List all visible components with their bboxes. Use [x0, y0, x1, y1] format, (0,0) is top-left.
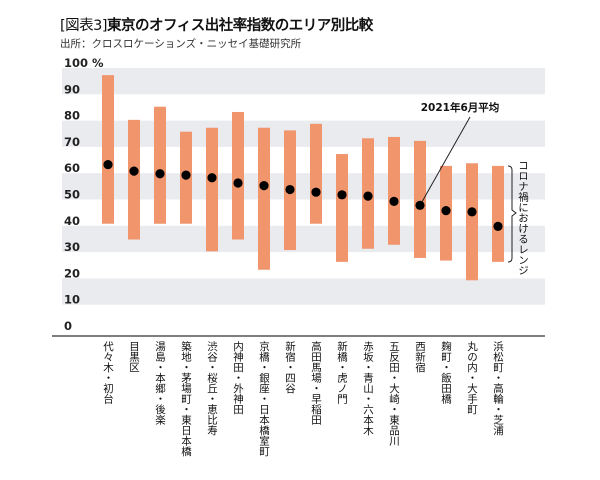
- range-bar: [492, 165, 504, 262]
- chart-title: [図表3]東京のオフィス出社率指数のエリア別比較: [60, 14, 373, 35]
- grid-band: [62, 278, 545, 305]
- category-label: 浜松町・高輪・芝浦: [492, 341, 504, 436]
- range-bar: [414, 140, 426, 258]
- average-point: [155, 169, 165, 179]
- range-bar: [310, 123, 322, 224]
- y-tick-label: 40: [64, 214, 80, 228]
- range-bracket: [507, 165, 517, 263]
- range-bar: [388, 136, 400, 245]
- y-tick-label: 100 %: [64, 56, 104, 70]
- title-text: 東京のオフィス出社率指数のエリア別比較: [107, 18, 373, 34]
- category-label: 五反田・大崎・東品川: [388, 341, 400, 446]
- category-label: 西新宿: [414, 341, 426, 373]
- range-legend-label: コロナ禍におけるレンジ: [517, 160, 529, 276]
- category-label: 京橋・銀座・日本橋室町: [258, 341, 270, 457]
- average-point: [129, 166, 139, 176]
- annotation-leader-line: [419, 116, 471, 206]
- average-point: [181, 170, 191, 180]
- range-bar: [102, 75, 114, 224]
- grid-band: [62, 173, 545, 200]
- figure-number: [図表3]: [60, 18, 108, 34]
- category-label: 湯島・本郷・後楽: [154, 341, 166, 425]
- average-point: [337, 190, 347, 200]
- y-tick-label: 70: [64, 135, 80, 149]
- grid-band: [62, 225, 545, 253]
- y-tick-label: 30: [64, 240, 80, 254]
- range-bar: [154, 106, 166, 224]
- y-tick-label: 0: [64, 319, 72, 333]
- category-label: 築地・茅場町・東日本橋: [180, 341, 192, 457]
- range-bar: [206, 127, 218, 252]
- chart-source: 出所：クロスロケーションズ・ニッセイ基礎研究所: [60, 38, 302, 50]
- average-point: [233, 178, 243, 188]
- range-bar: [336, 154, 348, 262]
- y-tick-label: 60: [64, 161, 80, 175]
- average-point: [207, 173, 217, 183]
- category-label: 目黒区: [128, 341, 140, 373]
- grid-band: [62, 120, 545, 147]
- y-tick-label: 20: [64, 266, 80, 280]
- annotation-label: 2021年6月平均: [421, 101, 500, 114]
- average-point: [389, 196, 399, 206]
- range-bar: [128, 119, 140, 240]
- average-point: [467, 207, 477, 217]
- grid-band: [62, 68, 545, 95]
- range-bar: [466, 163, 478, 281]
- average-point: [493, 221, 503, 231]
- y-tick-label: 10: [64, 293, 80, 307]
- category-label: 代々木・初台: [102, 341, 114, 404]
- category-label: 丸の内・大手町: [466, 341, 478, 415]
- average-point: [311, 187, 321, 197]
- average-point: [415, 200, 425, 210]
- y-tick-label: 50: [64, 188, 80, 202]
- category-label: 麹町・飯田橋: [440, 341, 452, 404]
- y-tick-label: 90: [64, 82, 80, 96]
- average-point: [259, 181, 269, 191]
- category-label: 渋谷・桜丘・恵比寿: [206, 341, 218, 436]
- average-point: [285, 184, 295, 195]
- category-label: 新宿・四谷: [284, 341, 296, 394]
- average-point: [441, 205, 451, 216]
- range-bar: [232, 111, 244, 240]
- range-bar: [258, 127, 270, 270]
- category-label: 新橋・虎ノ門: [336, 341, 348, 404]
- average-point: [363, 191, 373, 201]
- category-label: 高田馬場・早稲田: [310, 341, 322, 425]
- y-tick-label: 80: [64, 109, 80, 123]
- average-point: [103, 159, 113, 170]
- category-label: 内神田・外神田: [232, 341, 244, 415]
- category-label: 赤坂・青山・六本木: [362, 341, 374, 436]
